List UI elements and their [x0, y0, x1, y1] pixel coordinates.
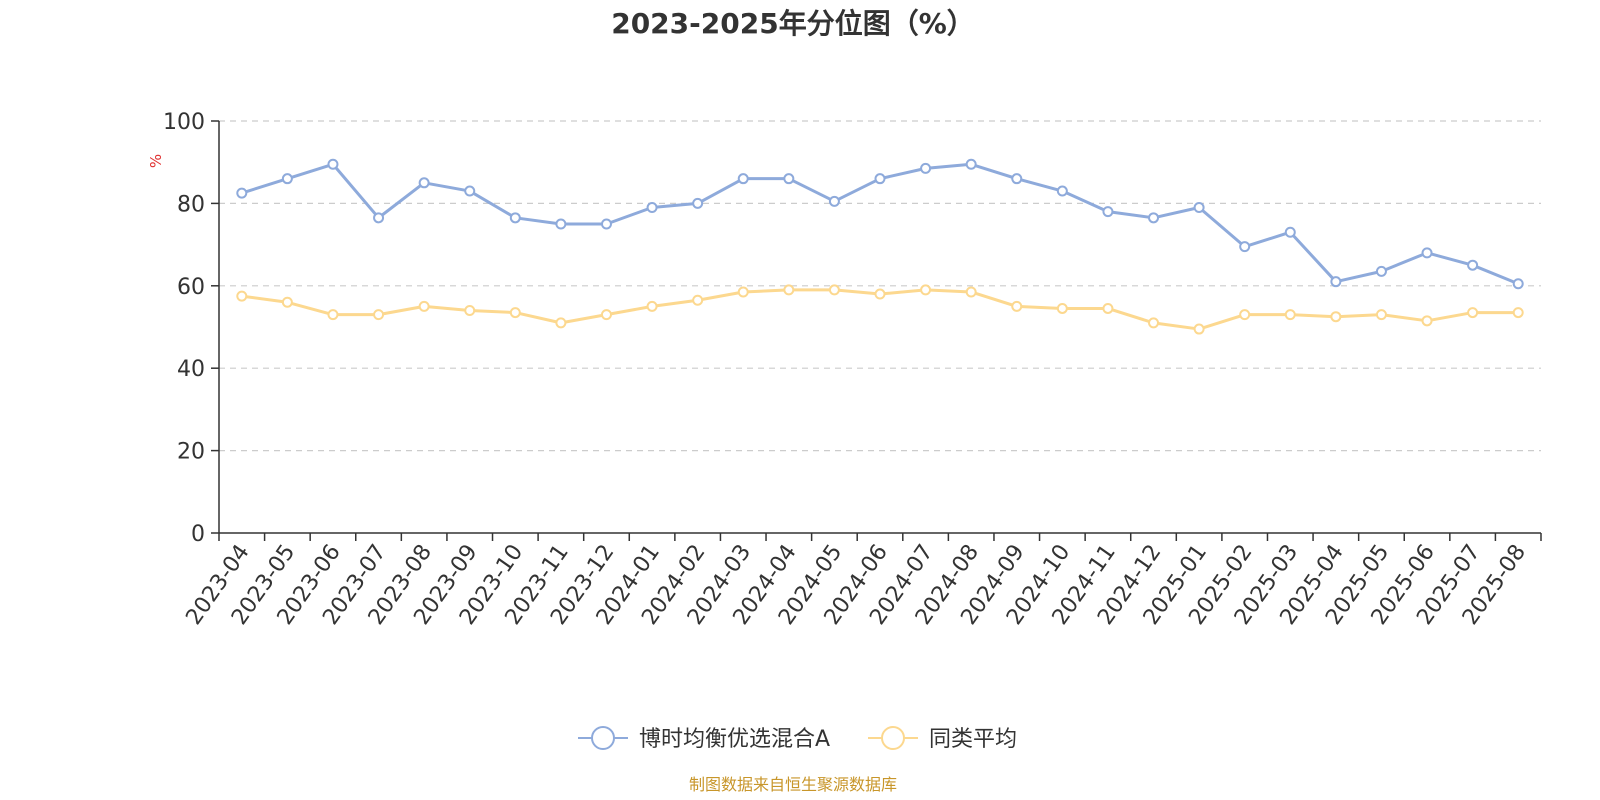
data-point: [418, 300, 430, 312]
data-point: [327, 158, 339, 170]
data-point: [281, 173, 293, 185]
data-point: [1375, 265, 1387, 277]
data-point: [236, 290, 248, 302]
data-point: [920, 162, 932, 174]
legend-item-2[interactable]: 同类平均: [868, 726, 1017, 752]
data-point: [874, 173, 886, 185]
data-point: [692, 294, 704, 306]
data-point: [965, 158, 977, 170]
data-point: [1239, 241, 1251, 253]
data-point: [1011, 300, 1023, 312]
source-note: 制图数据来自恒生聚源数据库: [689, 775, 897, 794]
data-point: [464, 185, 476, 197]
data-point: [1330, 311, 1342, 323]
data-point: [646, 202, 658, 214]
data-point: [1512, 307, 1524, 319]
y-tick-label: 0: [191, 522, 205, 547]
data-point: [737, 173, 749, 185]
data-point: [1102, 206, 1114, 218]
y-tick-label: 40: [177, 357, 205, 382]
series-lines: [236, 158, 1524, 335]
data-point: [646, 300, 658, 312]
data-point: [555, 218, 567, 230]
data-point: [281, 296, 293, 308]
data-point: [1148, 212, 1160, 224]
data-point: [464, 305, 476, 317]
data-point: [783, 284, 795, 296]
data-point: [920, 284, 932, 296]
chart-title: 2023-2025年分位图（%）: [611, 7, 975, 40]
data-point: [509, 212, 521, 224]
data-point: [1330, 276, 1342, 288]
y-tick-label: 80: [177, 192, 205, 217]
data-point: [555, 317, 567, 329]
legend-marker: [881, 726, 905, 750]
series-1: [236, 158, 1524, 290]
data-point: [965, 286, 977, 298]
data-point: [828, 195, 840, 207]
y-axis-unit-label: %: [147, 154, 165, 168]
y-axis-ticks: 0 20 40 60 80 100: [163, 110, 219, 547]
data-point: [1284, 226, 1296, 238]
y-tick-label: 20: [177, 440, 205, 465]
data-point: [783, 173, 795, 185]
legend-item-1[interactable]: 博时均衡优选混合A: [578, 726, 830, 752]
data-point: [509, 307, 521, 319]
data-point: [1011, 173, 1023, 185]
data-point: [1193, 323, 1205, 335]
axes: [218, 121, 1541, 534]
data-point: [1467, 259, 1479, 271]
legend: 博时均衡优选混合A 同类平均: [578, 726, 1017, 752]
series-2: [236, 284, 1524, 335]
data-point: [600, 218, 612, 230]
data-point: [373, 309, 385, 321]
data-point: [1193, 202, 1205, 214]
data-point: [600, 309, 612, 321]
data-point: [1148, 317, 1160, 329]
legend-label: 博时均衡优选混合A: [639, 727, 830, 752]
grid-lines: [219, 120, 1541, 452]
data-point: [1467, 307, 1479, 319]
data-point: [236, 187, 248, 199]
data-point: [692, 197, 704, 209]
legend-label: 同类平均: [929, 727, 1017, 752]
data-point: [418, 177, 430, 189]
data-point: [1056, 185, 1068, 197]
data-point: [1375, 309, 1387, 321]
data-point: [1102, 302, 1114, 314]
legend-marker: [591, 726, 615, 750]
data-point: [327, 309, 339, 321]
data-point: [373, 212, 385, 224]
data-point: [737, 286, 749, 298]
data-point: [1284, 309, 1296, 321]
data-point: [828, 284, 840, 296]
data-point: [874, 288, 886, 300]
y-tick-label: 60: [177, 275, 205, 300]
data-point: [1239, 309, 1251, 321]
data-point: [1421, 315, 1433, 327]
data-point: [1421, 247, 1433, 259]
data-point: [1512, 278, 1524, 290]
data-point: [1056, 302, 1068, 314]
y-tick-label: 100: [163, 110, 205, 135]
x-axis-ticks: 2023-042023-052023-062023-072023-082023-…: [182, 533, 1542, 630]
